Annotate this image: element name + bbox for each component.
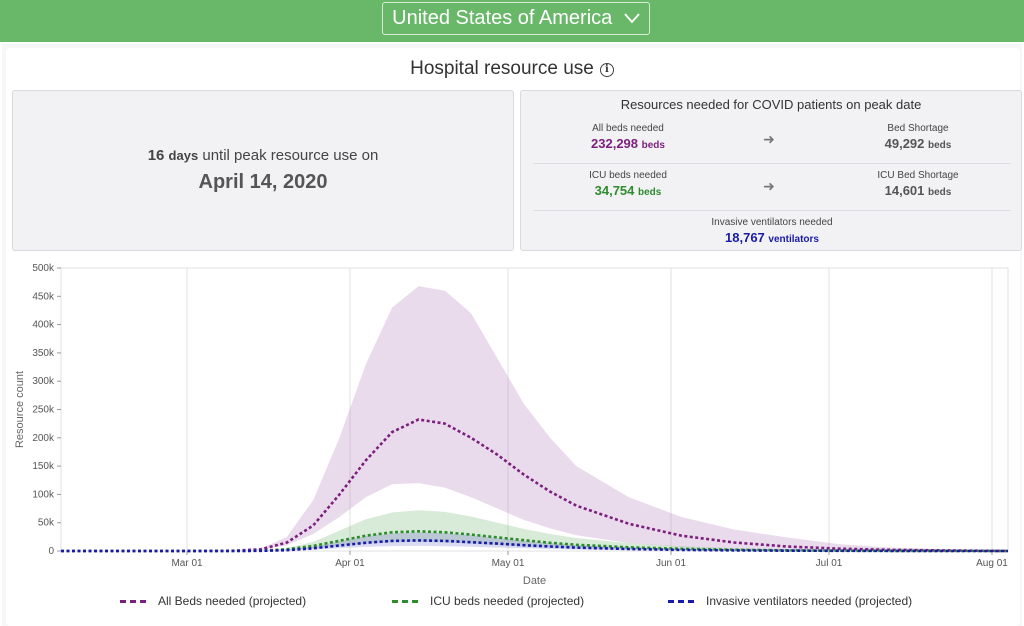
- country-select[interactable]: United States of America: [382, 2, 650, 35]
- icu-shortage-label: ICU Bed Shortage: [877, 170, 959, 181]
- icu-beds-uncertainty-band: [61, 510, 1008, 551]
- ventilators-unit: ventilators: [768, 234, 819, 245]
- y-axis-label: Resource count: [14, 371, 26, 448]
- all-beds-needed: All beds needed 232,298 beds: [553, 123, 703, 151]
- legend-label-ventilators: Invasive ventilators needed (projected): [706, 594, 913, 608]
- ventilators-uncertainty-band: [61, 532, 1008, 551]
- arrow-right-icon: ➜: [763, 131, 775, 147]
- ventilators-label: Invasive ventilators needed: [711, 217, 833, 228]
- all-beds-unit: beds: [641, 140, 665, 151]
- x-tick-label: Apr 01: [335, 558, 365, 569]
- legend-swatch-all-beds: [120, 600, 146, 604]
- icu-beds-needed: ICU beds needed 34,754 beds: [553, 170, 703, 198]
- icu-shortage-unit: beds: [928, 187, 952, 198]
- y-tick-label: 500k: [32, 263, 55, 274]
- all-beds-figure: 232,298 beds: [553, 136, 703, 151]
- peak-date: April 14, 2020: [198, 171, 328, 193]
- x-tick-label: May 01: [492, 558, 525, 569]
- section-title-text: Hospital resource use: [410, 58, 594, 79]
- legend-item-all-beds[interactable]: All Beds needed (projected): [120, 594, 306, 608]
- icu-row: ICU beds needed 34,754 beds ➜ ICU Bed Sh…: [533, 166, 1011, 211]
- peak-date-card: 16 days until peak resource use on April…: [12, 90, 514, 251]
- ventilators-row: Invasive ventilators needed 18,767 venti…: [533, 213, 1011, 257]
- x-tick-label: Mar 01: [171, 558, 203, 569]
- bed-shortage-figure: 49,292 beds: [843, 136, 993, 151]
- all-beds-label: All beds needed: [592, 123, 664, 134]
- bed-shortage: Bed Shortage 49,292 beds: [843, 123, 993, 151]
- legend-label-all-beds: All Beds needed (projected): [158, 594, 307, 608]
- plot-area: [60, 267, 1009, 552]
- icu-shortage-figure: 14,601 beds: [843, 183, 993, 198]
- y-tick-label: 200k: [32, 433, 55, 444]
- x-tick-label: Aug 01: [976, 558, 1008, 569]
- legend-item-ventilators[interactable]: Invasive ventilators needed (projected): [668, 594, 912, 608]
- x-tick-label: Jul 01: [816, 558, 843, 569]
- resources-card: Resources needed for COVID patients on p…: [520, 90, 1022, 251]
- peak-days-count: 16: [147, 147, 165, 164]
- all-beds-line: [61, 418, 1009, 553]
- peak-countdown: 16 days until peak resource use on: [13, 147, 513, 164]
- icu-beds-label: ICU beds needed: [589, 170, 667, 181]
- info-icon[interactable]: i: [599, 63, 614, 77]
- icu-beds-unit: beds: [638, 187, 662, 198]
- y-tick-label: 50k: [38, 518, 55, 529]
- icu-beds-figure: 34,754 beds: [553, 183, 703, 198]
- top-bar: United States of America: [0, 0, 1024, 42]
- arrow-right-icon: ➜: [763, 178, 775, 194]
- legend-label-icu-beds: ICU beds needed (projected): [430, 594, 585, 608]
- y-tick-label: 100k: [32, 489, 55, 500]
- legend-swatch-ventilators: [668, 600, 694, 604]
- y-tick-label: 400k: [32, 320, 55, 331]
- ventilators-figure: 18,767 ventilators: [697, 230, 847, 245]
- legend-item-icu-beds[interactable]: ICU beds needed (projected): [392, 594, 584, 608]
- y-tick-label: 300k: [32, 376, 55, 387]
- ventilators-needed: Invasive ventilators needed 18,767 venti…: [697, 217, 847, 245]
- all-beds-value: 232,298: [591, 136, 639, 151]
- bed-shortage-value: 49,292: [884, 136, 925, 151]
- resource-chart: 0 50k 100k 150k 200k 250k 300k 350k 400k 450k 500k…: [14, 263, 1009, 587]
- section-title: Hospital resource use i: [0, 58, 1024, 80]
- x-tick-label: Jun 01: [656, 558, 686, 569]
- ventilators-line: [61, 539, 1008, 553]
- all-beds-uncertainty-band: [61, 286, 1008, 551]
- peak-days-unit: days: [168, 148, 199, 163]
- y-tick-label: 450k: [32, 291, 55, 302]
- bed-shortage-unit: beds: [928, 140, 952, 151]
- beds-row: All beds needed 232,298 beds ➜ Bed Short…: [533, 119, 1011, 164]
- y-tick-label: 0: [48, 546, 54, 557]
- bed-shortage-label: Bed Shortage: [887, 123, 949, 134]
- country-select-label: United States of America: [392, 7, 613, 29]
- peak-text: until peak resource use on: [202, 147, 379, 164]
- legend-swatch-icu-beds: [392, 600, 418, 604]
- y-tick-label: 250k: [32, 405, 55, 416]
- y-tick-label: 150k: [32, 461, 55, 472]
- y-tick-label: 350k: [32, 348, 55, 359]
- x-axis-label: Date: [523, 575, 546, 587]
- ventilators-value: 18,767: [725, 230, 765, 245]
- icu-beds-value: 34,754: [594, 183, 635, 198]
- icu-shortage-value: 14,601: [884, 183, 925, 198]
- resources-title: Resources needed for COVID patients on p…: [620, 97, 922, 112]
- icu-bed-shortage: ICU Bed Shortage 14,601 beds: [843, 170, 993, 198]
- chevron-down-icon: [624, 3, 640, 34]
